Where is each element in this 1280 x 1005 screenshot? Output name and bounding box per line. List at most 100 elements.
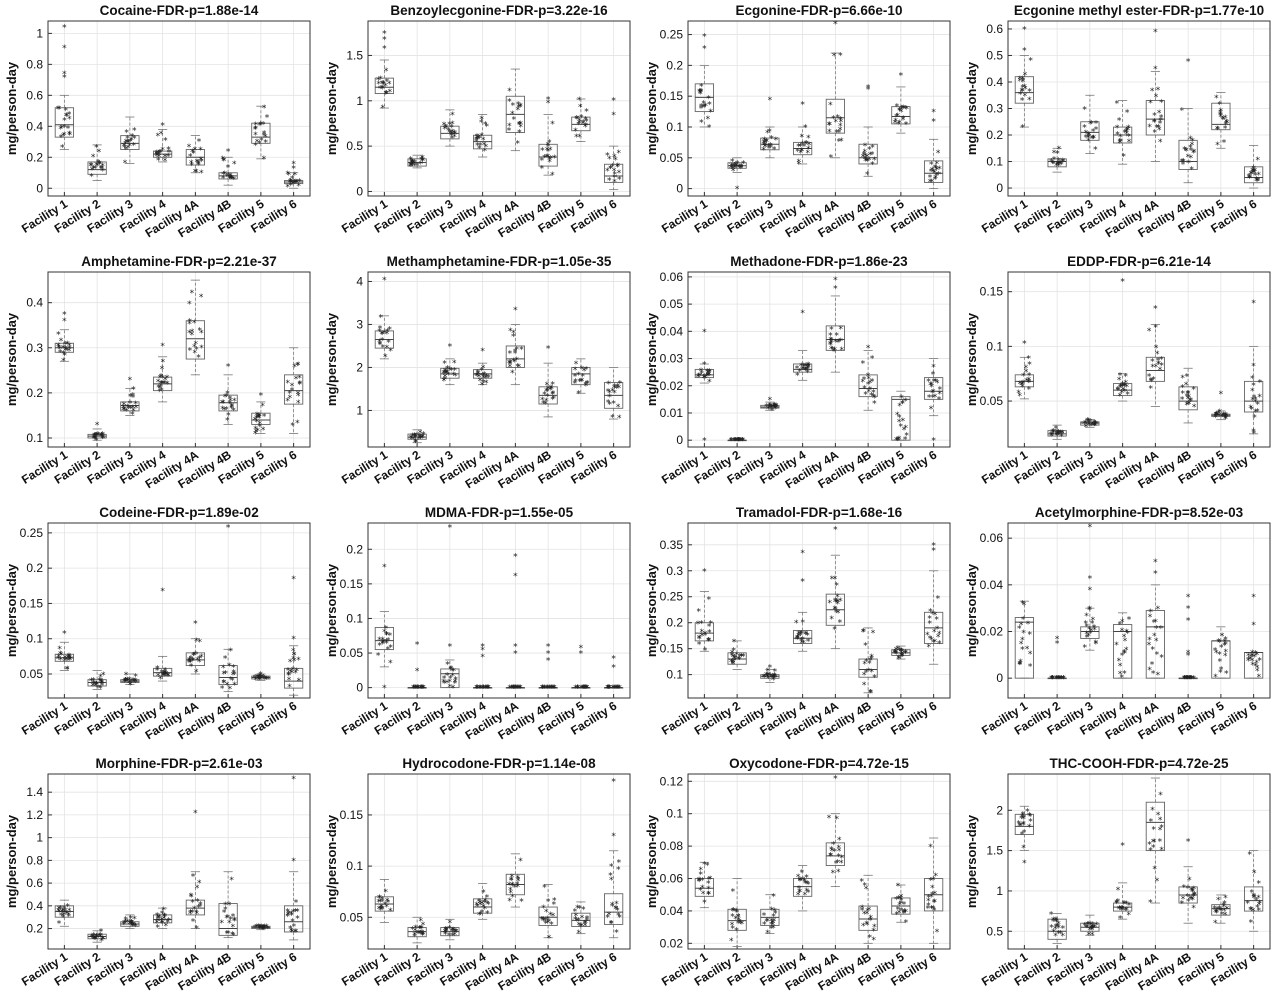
data-point: * bbox=[1084, 620, 1089, 630]
data-point: * bbox=[1018, 822, 1023, 832]
data-point: * bbox=[128, 404, 133, 414]
box bbox=[185, 320, 205, 360]
data-point: * bbox=[773, 667, 778, 677]
data-point: * bbox=[769, 917, 774, 927]
data-point: * bbox=[93, 935, 98, 945]
data-point: * bbox=[386, 637, 391, 647]
data-point: * bbox=[734, 651, 739, 661]
data-point: * bbox=[582, 684, 587, 694]
data-point: * bbox=[610, 901, 615, 911]
data-point: * bbox=[384, 903, 389, 913]
data-point: * bbox=[1061, 158, 1066, 168]
box bbox=[825, 842, 845, 867]
data-point: * bbox=[387, 80, 392, 90]
data-point: * bbox=[91, 677, 96, 687]
data-point: * bbox=[1082, 124, 1087, 134]
box bbox=[1211, 102, 1231, 131]
axes-frame bbox=[47, 522, 311, 699]
box bbox=[1178, 139, 1198, 170]
data-point: * bbox=[774, 402, 779, 412]
data-point: * bbox=[420, 154, 425, 164]
data-point: * bbox=[510, 893, 515, 903]
data-point: * bbox=[1158, 791, 1163, 801]
data-point: * bbox=[442, 360, 447, 370]
data-point: * bbox=[160, 374, 165, 384]
data-point: * bbox=[1248, 404, 1253, 414]
y-tick-label: 0 bbox=[356, 681, 363, 695]
data-point: * bbox=[1023, 85, 1028, 95]
data-point: * bbox=[1086, 419, 1091, 429]
data-point: * bbox=[1220, 412, 1225, 422]
data-point: * bbox=[702, 103, 707, 113]
box bbox=[374, 77, 394, 94]
data-point: * bbox=[156, 378, 161, 388]
data-point: * bbox=[609, 876, 614, 886]
data-point: * bbox=[221, 678, 226, 688]
outlier-point: * bbox=[833, 20, 838, 30]
data-point: * bbox=[476, 370, 481, 380]
data-point: * bbox=[545, 915, 550, 925]
data-point: * bbox=[607, 684, 612, 694]
data-point: * bbox=[1188, 397, 1193, 407]
data-point: * bbox=[540, 165, 545, 175]
data-point: * bbox=[805, 366, 810, 376]
data-point: * bbox=[285, 379, 290, 389]
data-point: * bbox=[412, 933, 417, 943]
data-point: * bbox=[1094, 126, 1099, 136]
data-point: * bbox=[872, 392, 877, 402]
data-point: * bbox=[508, 359, 513, 369]
data-point: * bbox=[870, 668, 875, 678]
data-point: * bbox=[132, 678, 137, 688]
data-point: * bbox=[611, 400, 616, 410]
data-point: * bbox=[264, 675, 269, 685]
data-point: * bbox=[896, 906, 901, 916]
data-point: * bbox=[736, 437, 741, 447]
data-point: * bbox=[706, 891, 711, 901]
box bbox=[1080, 626, 1100, 639]
data-point: * bbox=[833, 338, 838, 348]
data-point: * bbox=[1124, 900, 1129, 910]
data-point: * bbox=[443, 373, 448, 383]
data-point: * bbox=[896, 436, 901, 446]
data-point: * bbox=[1158, 366, 1163, 376]
data-point: * bbox=[227, 662, 232, 672]
data-point: * bbox=[420, 684, 425, 694]
data-point: * bbox=[133, 677, 138, 687]
data-point: * bbox=[872, 400, 877, 410]
data-point: * bbox=[895, 112, 900, 122]
data-point: * bbox=[933, 611, 938, 621]
data-point: * bbox=[899, 651, 904, 661]
data-point: * bbox=[607, 389, 612, 399]
data-point: * bbox=[552, 684, 557, 694]
data-point: * bbox=[262, 923, 267, 933]
data-point: * bbox=[579, 114, 584, 124]
box bbox=[1113, 126, 1133, 144]
axes-frame bbox=[1007, 773, 1271, 950]
data-point: * bbox=[546, 141, 551, 151]
data-point: * bbox=[1021, 372, 1026, 382]
data-point: * bbox=[773, 405, 778, 415]
data-point: * bbox=[697, 634, 702, 644]
data-point: * bbox=[287, 671, 292, 681]
data-point: * bbox=[871, 388, 876, 398]
data-point: * bbox=[1086, 632, 1091, 642]
data-point: * bbox=[450, 926, 455, 936]
data-point: * bbox=[934, 164, 939, 174]
data-point: * bbox=[1190, 896, 1195, 906]
data-point: * bbox=[835, 593, 840, 603]
data-point: * bbox=[256, 414, 261, 424]
data-point: * bbox=[764, 137, 769, 147]
data-point: * bbox=[1090, 619, 1095, 629]
data-point: * bbox=[861, 922, 866, 932]
data-point: * bbox=[163, 376, 168, 386]
data-point: * bbox=[380, 905, 385, 915]
data-point: * bbox=[295, 179, 300, 189]
data-point: * bbox=[123, 916, 128, 926]
data-point: * bbox=[931, 393, 936, 403]
data-point: * bbox=[197, 137, 202, 147]
data-point: * bbox=[1156, 605, 1161, 615]
data-point: * bbox=[66, 911, 71, 921]
outlier-point: * bbox=[546, 345, 551, 355]
data-point: * bbox=[1248, 655, 1253, 665]
data-point: * bbox=[737, 437, 742, 447]
